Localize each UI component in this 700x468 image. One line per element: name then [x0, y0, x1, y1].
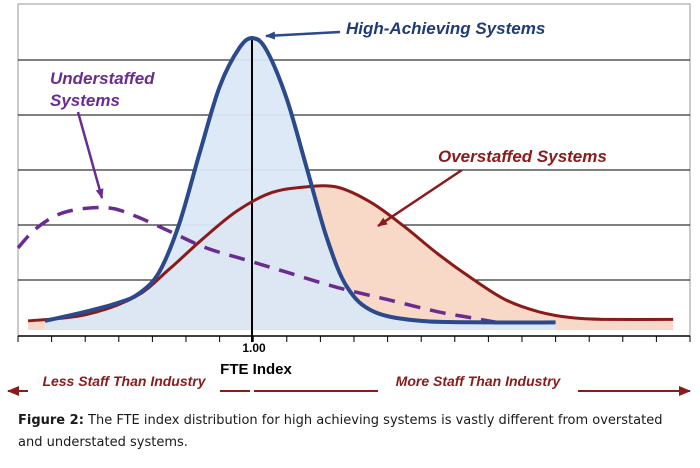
caption-label: Figure 2: — [18, 413, 84, 428]
x-axis-ticks — [17, 336, 691, 342]
overstaffed-curve — [27, 184, 674, 323]
high-achieving-label: High-Achieving Systems — [346, 19, 545, 38]
more-staff-label: More Staff Than Industry — [396, 373, 562, 389]
high-achieving-pointer — [265, 30, 341, 40]
caption-text: The FTE index distribution for high achi… — [18, 413, 663, 450]
understaffed-pointer — [76, 111, 104, 199]
overstaffed-pointer — [377, 168, 463, 228]
understaffed-label-line2: Systems — [50, 91, 120, 110]
x-tick-label-1-00: 1.00 — [242, 341, 266, 355]
less-staff-label: Less Staff Than Industry — [42, 373, 206, 389]
understaffed-label-line1: Understaffed — [50, 69, 155, 88]
figure-caption: Figure 2: The FTE index distribution for… — [18, 410, 678, 454]
understaffed-curve — [16, 205, 506, 326]
high-achieving-curve — [44, 36, 556, 325]
x-axis-label: FTE Index — [220, 361, 292, 378]
overstaffed-label: Overstaffed Systems — [438, 147, 607, 166]
high-achieving-area-fill — [44, 38, 556, 331]
